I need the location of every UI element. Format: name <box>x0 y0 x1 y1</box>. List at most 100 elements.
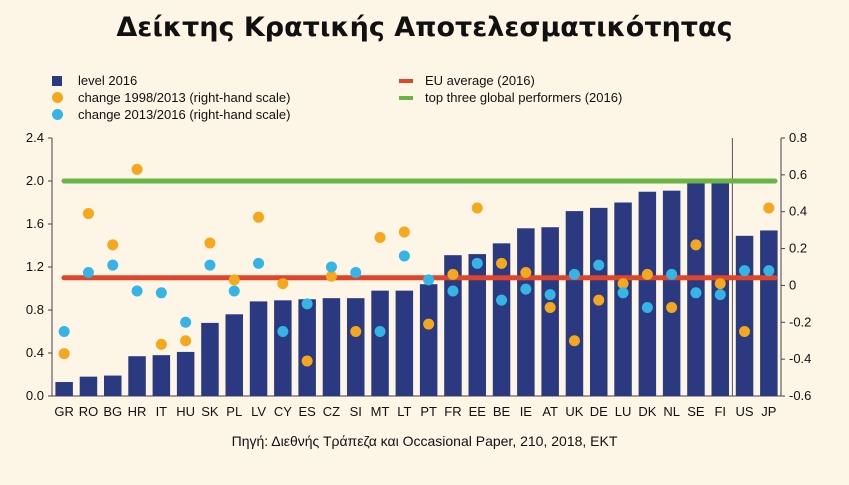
x-tick-label: SK <box>201 404 219 419</box>
x-tick-label: UK <box>565 404 583 419</box>
dot-change-1998-2013-DE <box>593 294 605 306</box>
x-tick-label: JP <box>761 404 776 419</box>
bar-level-LV <box>249 301 268 396</box>
bar-level-CY <box>274 300 292 396</box>
dot-change-2013-2016-MT <box>374 326 386 337</box>
source-note: Πηγή: Διεθνής Τράπεζα και Occasional Pap… <box>231 433 618 449</box>
dot-change-1998-2013-PL <box>228 274 240 286</box>
bar-level-SK <box>201 322 219 396</box>
dot-change-2013-2016-GR <box>58 326 70 337</box>
bar-level-DK <box>638 191 657 396</box>
bar-level-HR <box>128 356 146 396</box>
legend-swatch-top3 <box>399 96 413 100</box>
dot-change-2013-2016-PL <box>228 285 240 297</box>
dot-change-2013-2016-BE <box>496 294 508 306</box>
dot-change-1998-2013-CY <box>277 278 289 290</box>
x-tick-label: DK <box>638 404 656 419</box>
dot-change-1998-2013-AT <box>544 302 556 314</box>
legend-swatch-eu <box>399 79 413 83</box>
dot-change-2013-2016-US <box>739 265 751 277</box>
dot-change-1998-2013-ES <box>301 355 313 367</box>
dot-change-2013-2016-LV <box>253 257 265 269</box>
dot-change-2013-2016-UK <box>568 268 580 280</box>
bar-level-CZ <box>322 298 341 396</box>
bar-level-PL <box>225 314 243 396</box>
dot-change-1998-2013-IE <box>520 267 532 279</box>
x-tick-label: RO <box>79 404 99 419</box>
left-tick-label: 2.4 <box>26 130 44 145</box>
dot-change-2013-2016-HU <box>180 316 192 328</box>
dot-change-2013-2016-PT <box>423 274 435 286</box>
x-tick-label: BG <box>103 404 122 419</box>
left-tick-label: 0.0 <box>26 388 44 403</box>
dot-change-1998-2013-LV <box>253 211 265 223</box>
dot-change-1998-2013-JP <box>763 202 775 214</box>
x-tick-label: SE <box>687 404 705 419</box>
x-tick-label: DE <box>590 404 608 419</box>
dot-change-2013-2016-IT <box>155 287 167 299</box>
x-tick-label: NL <box>663 404 680 419</box>
legend-label-change2: change 2013/2016 (right-hand scale) <box>78 107 291 122</box>
dot-change-1998-2013-GR <box>58 348 70 360</box>
bar-level-ES <box>298 299 316 396</box>
dot-change-1998-2013-HR <box>131 163 143 175</box>
dot-change-2013-2016-BG <box>107 259 119 271</box>
x-tick-label: EE <box>469 404 487 419</box>
dot-change-2013-2016-SE <box>690 287 702 299</box>
bar-level-IT <box>152 355 171 396</box>
dot-change-2013-2016-NL <box>666 268 678 280</box>
bar-level-JP <box>760 230 778 396</box>
dot-change-1998-2013-LT <box>398 226 410 238</box>
right-tick-label: 0.4 <box>789 204 807 219</box>
dot-change-2013-2016-DE <box>593 259 605 271</box>
left-tick-label: 1.2 <box>26 259 44 274</box>
dot-change-1998-2013-FI <box>714 278 726 290</box>
bar-level-GR <box>55 382 73 396</box>
x-tick-label: LT <box>397 404 411 419</box>
dot-change-1998-2013-US <box>739 326 751 337</box>
bar-level-US <box>735 235 754 396</box>
dot-change-1998-2013-MT <box>374 232 386 244</box>
right-tick-label: -0.6 <box>789 388 811 403</box>
bar-level-HU <box>176 351 195 396</box>
dot-change-1998-2013-NL <box>666 302 678 314</box>
dot-change-2013-2016-FI <box>714 289 726 301</box>
bar-level-BE <box>492 243 511 396</box>
x-tick-label: AT <box>542 404 558 419</box>
x-tick-label: IT <box>156 404 168 419</box>
bar-level-RO <box>79 376 98 396</box>
bar-level-UK <box>565 211 584 396</box>
x-tick-label: US <box>736 404 754 419</box>
x-tick-label: MT <box>371 404 390 419</box>
x-tick-label: FR <box>444 404 461 419</box>
bar-level-MT <box>371 290 389 396</box>
left-tick-label: 2.0 <box>26 173 44 188</box>
dot-change-2013-2016-HR <box>131 285 143 297</box>
x-tick-label: IE <box>520 404 533 419</box>
legend-label-top3: top three global performers (2016) <box>425 90 623 105</box>
dot-change-2013-2016-ES <box>301 298 313 310</box>
x-tick-label: BE <box>493 404 511 419</box>
dot-change-2013-2016-JP <box>763 265 775 277</box>
dot-change-2013-2016-EE <box>471 257 483 269</box>
dot-change-1998-2013-RO <box>82 208 94 220</box>
dot-change-1998-2013-IT <box>155 338 167 350</box>
x-tick-label: CZ <box>323 404 340 419</box>
x-tick-label: SI <box>350 404 362 419</box>
dot-change-1998-2013-DK <box>641 268 653 280</box>
legend-label-level: level 2016 <box>78 73 138 88</box>
dot-change-1998-2013-EE <box>471 202 483 214</box>
bar-level-LU <box>614 202 632 396</box>
x-tick-label: LU <box>615 404 632 419</box>
dot-change-1998-2013-SE <box>690 239 702 251</box>
dot-change-2013-2016-DK <box>641 302 653 314</box>
x-tick-label: HR <box>128 404 147 419</box>
bar-level-NL <box>662 190 681 396</box>
dot-change-2013-2016-SK <box>204 259 216 271</box>
dot-change-1998-2013-LU <box>617 278 629 290</box>
bar-level-EE <box>468 254 486 396</box>
bar-level-BG <box>104 375 122 396</box>
x-tick-label: CY <box>274 404 292 419</box>
dot-change-1998-2013-SK <box>204 237 216 249</box>
